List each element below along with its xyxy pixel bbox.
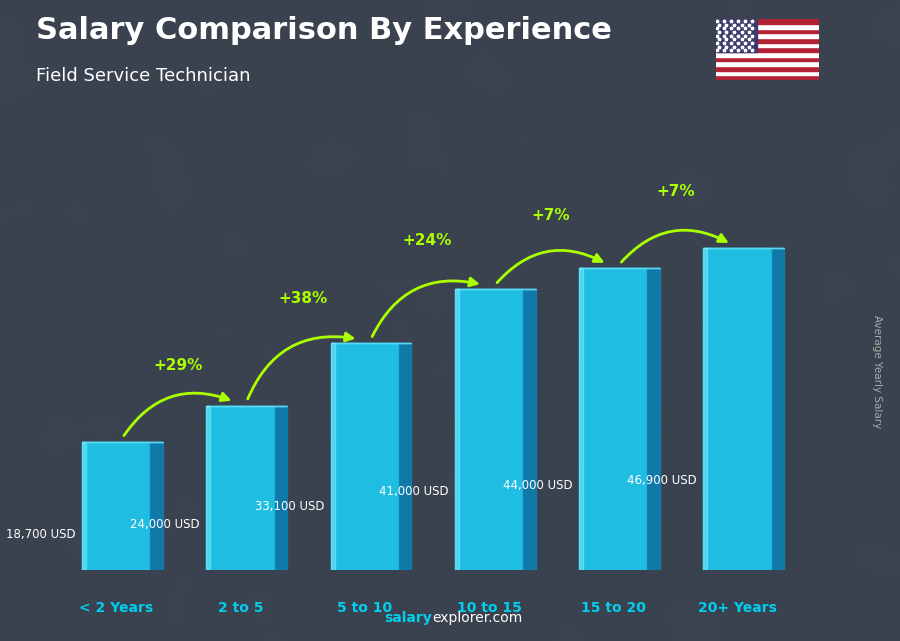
Bar <box>579 269 647 570</box>
Bar <box>579 269 583 570</box>
Bar <box>716 71 819 76</box>
Bar <box>716 62 819 66</box>
Bar <box>716 38 819 43</box>
Bar <box>82 442 150 570</box>
Bar <box>454 289 459 570</box>
Bar <box>330 343 335 570</box>
Text: 10 to 15: 10 to 15 <box>456 601 521 615</box>
Polygon shape <box>274 406 287 570</box>
Bar <box>716 47 819 52</box>
Text: 18,700 USD: 18,700 USD <box>6 528 76 541</box>
Text: < 2 Years: < 2 Years <box>79 601 153 615</box>
Text: salary: salary <box>384 611 432 625</box>
Polygon shape <box>399 343 411 570</box>
Bar <box>704 249 771 570</box>
Bar <box>716 19 757 52</box>
Text: 33,100 USD: 33,100 USD <box>255 501 324 513</box>
Text: +24%: +24% <box>402 233 452 247</box>
Polygon shape <box>523 289 536 570</box>
Text: +7%: +7% <box>532 208 571 223</box>
Text: 15 to 20: 15 to 20 <box>580 601 645 615</box>
Text: 46,900 USD: 46,900 USD <box>627 474 698 487</box>
Text: +38%: +38% <box>278 291 328 306</box>
Bar <box>206 406 274 570</box>
Text: +7%: +7% <box>656 184 695 199</box>
Bar <box>716 66 819 71</box>
Bar <box>716 52 819 56</box>
Polygon shape <box>772 249 784 570</box>
Polygon shape <box>150 442 163 570</box>
Bar <box>716 56 819 62</box>
Bar <box>716 29 819 33</box>
Bar <box>716 43 819 47</box>
Text: 20+ Years: 20+ Years <box>698 601 777 615</box>
Polygon shape <box>647 269 660 570</box>
Bar <box>82 442 86 570</box>
Bar <box>206 406 211 570</box>
Text: 41,000 USD: 41,000 USD <box>379 485 448 498</box>
Bar <box>330 343 399 570</box>
Bar <box>716 19 819 24</box>
Text: +29%: +29% <box>154 358 203 372</box>
Text: 2 to 5: 2 to 5 <box>218 601 263 615</box>
Text: 5 to 10: 5 to 10 <box>338 601 392 615</box>
Text: Salary Comparison By Experience: Salary Comparison By Experience <box>36 16 612 45</box>
Bar <box>716 76 819 80</box>
Bar <box>454 289 523 570</box>
Text: explorer.com: explorer.com <box>432 611 522 625</box>
Bar <box>704 249 707 570</box>
Text: 44,000 USD: 44,000 USD <box>503 479 573 492</box>
Text: Field Service Technician: Field Service Technician <box>36 67 250 85</box>
Bar <box>716 24 819 29</box>
Text: Average Yearly Salary: Average Yearly Salary <box>872 315 883 428</box>
Bar <box>716 33 819 38</box>
Text: 24,000 USD: 24,000 USD <box>130 518 200 531</box>
